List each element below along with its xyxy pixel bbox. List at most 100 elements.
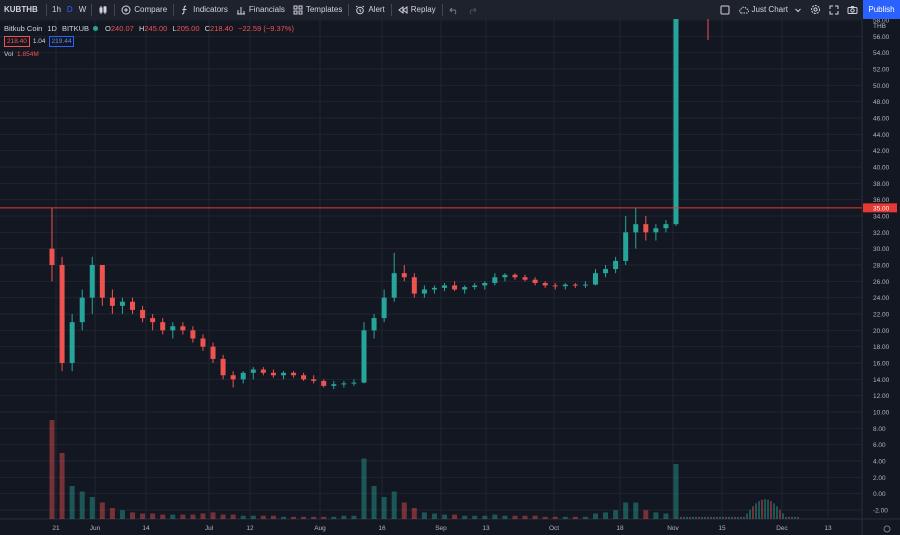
volume-bar [79,491,85,519]
candle-body [623,232,629,261]
replay-label: Replay [410,5,436,14]
candle-body [291,372,297,376]
volume-bar [761,499,763,519]
fullscreen-button[interactable] [825,0,843,19]
volume-bar [788,516,790,519]
volume-bar [643,510,649,519]
save-layout-button[interactable]: Just Chart [734,0,806,19]
candle-body [59,265,65,363]
volume-bar [270,515,276,519]
candle-body [592,273,598,285]
volume-bar [782,513,784,519]
volume-bar [421,512,427,519]
volume-bar [462,515,468,519]
replay-button[interactable]: Replay [394,0,440,19]
price-label-box [863,203,897,213]
alert-label: Alert [368,5,385,14]
undo-button[interactable] [445,0,463,19]
volume-bar [713,516,715,519]
candle-body [663,224,669,229]
volume-bar [200,513,206,519]
candles-icon [99,5,107,14]
snapshot-button[interactable] [843,0,862,19]
interval-1d-button[interactable]: D [66,5,73,14]
compare-button[interactable]: Compare [117,0,171,19]
symbol-search-button[interactable]: KUBTHB [4,5,38,14]
redo-button[interactable] [463,0,481,19]
y-tick-label: 26.00 [873,279,890,286]
volume-bar [331,516,337,519]
fullscreen-icon [829,5,839,14]
volume-bar [482,515,488,519]
volume-bar [791,516,793,519]
y-tick-label: 0.00 [873,491,886,498]
candle-body [240,372,246,380]
volume-bar [716,516,718,519]
alert-button[interactable]: Alert [351,0,388,19]
y-tick-label: 56.00 [873,34,890,41]
redo-icon [469,7,477,14]
ask-price[interactable]: 219.44 [48,36,75,47]
volume-bar [623,502,629,519]
toolbar-divider [173,3,175,16]
volume-bar [758,501,760,519]
indicators-button[interactable]: Indicators [176,0,232,19]
chart-type-button[interactable] [94,0,112,19]
volume-bar [371,486,377,519]
y-tick-label: 42.00 [873,148,890,155]
high-label: H [138,24,145,33]
interval-1h-button[interactable]: 1h [52,5,61,14]
candle-body [341,383,347,385]
volume-bar [109,508,115,519]
candle-body [89,265,95,298]
volume-bar [704,516,706,519]
volume-bar [613,510,619,519]
ohlc-values: O240.07 H245.00 L205.00 C218.40 −22.59 (… [102,23,294,34]
candle-body [472,285,478,288]
templates-button[interactable]: Templates [289,0,346,19]
volume-bar [785,516,787,519]
candle-body [371,318,377,331]
toolbar-divider [91,3,93,16]
layout-toggle-button[interactable] [716,0,734,19]
volume-bar [301,516,307,519]
price-chart[interactable]: 58.00 56.00 54.00 52.00 50.00 48.00 46.00 44.00… [0,19,900,535]
volume-bar [725,516,727,519]
y-tick-label: 8.00 [873,426,886,433]
candle-body [542,282,548,286]
x-tick-label: 15 [718,525,726,532]
volume-bar [779,509,781,519]
volume-bar [260,515,266,519]
toolbar-divider [46,3,47,16]
toolbar-divider [390,3,392,16]
toolbar-divider [441,3,443,16]
volume-bar [180,514,186,519]
open-value: 240.07 [110,24,134,33]
undo-icon [448,7,456,14]
financials-button[interactable]: Financials [232,0,289,19]
candle-body [633,224,639,233]
volume-bar [552,516,558,519]
candle-body [351,382,357,384]
y-tick-label: 52.00 [873,67,890,74]
volume-bar [250,515,256,519]
volume-bar [512,515,518,519]
volume-bar [686,516,688,519]
candle-body [160,322,166,331]
publish-button[interactable]: Publish [863,0,900,19]
volume-bar [663,513,669,519]
candle-body [250,369,256,373]
candle-body [311,379,317,381]
interval-1w-button[interactable]: W [78,5,87,14]
volume-bar [119,510,125,519]
volume-bar [764,499,766,519]
bid-price[interactable]: 218.40 [4,36,30,47]
volume-bar [731,516,733,519]
volume-bar [701,516,703,519]
volume-bar [767,499,769,519]
top-toolbar: KUBTHB 1h D W Compare Indicators Financi… [0,0,900,20]
volume-bar [728,516,730,519]
volume-bar [773,503,775,519]
settings-button[interactable] [806,0,825,19]
volume-bar [683,516,685,519]
